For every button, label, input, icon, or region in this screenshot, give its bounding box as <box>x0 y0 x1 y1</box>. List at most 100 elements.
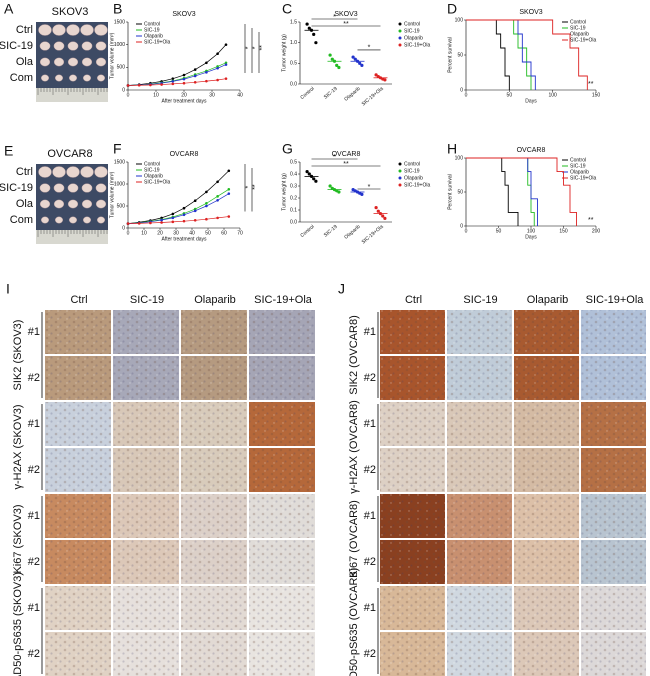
ihc-texture <box>45 494 111 538</box>
x-tick-label: Control <box>299 224 315 239</box>
ihc-texture <box>113 586 179 630</box>
panel-letter: F <box>113 141 122 157</box>
data-point <box>205 61 208 65</box>
tumor <box>67 199 79 209</box>
ihc-texture <box>113 632 179 676</box>
x-tick-label: 50 <box>205 230 211 236</box>
legend-swatch <box>398 43 402 47</box>
legend-swatch <box>398 183 402 187</box>
x-tick-label: 20 <box>181 92 187 98</box>
legend-label: SIC-19+Ola <box>570 175 596 181</box>
data-point <box>193 74 197 78</box>
x-axis-label: Days <box>525 234 537 240</box>
ihc-texture <box>581 586 646 630</box>
replicate-label: #1 <box>28 418 40 430</box>
marker-label: γ-H2AX (SKOV3) <box>12 405 24 490</box>
annotation: * <box>252 46 259 49</box>
tumor <box>81 57 93 67</box>
data-point <box>216 66 219 70</box>
ihc-texture <box>581 310 646 354</box>
ihc-texture <box>45 632 111 676</box>
x-tick-label: SIC-19 <box>323 86 339 101</box>
ihc-texture <box>181 586 247 630</box>
series-line <box>466 157 519 226</box>
ihc-texture <box>514 586 579 630</box>
y-tick-label: 1000 <box>114 42 125 48</box>
x-tick-label: 100 <box>548 92 557 98</box>
y-tick-label: 50 <box>457 52 463 58</box>
ihc-texture <box>447 540 512 584</box>
y-tick-label: 0.4 <box>290 171 297 177</box>
data-point <box>193 209 197 213</box>
chart-title: SKOV3 <box>519 9 542 16</box>
replicate-label: #1 <box>364 418 376 430</box>
panel-letter: C <box>282 1 292 17</box>
ihc-texture <box>447 448 512 492</box>
ihc-texture <box>447 356 512 400</box>
tumor <box>38 166 52 178</box>
annotation: ** <box>343 161 349 168</box>
legend-swatch <box>398 169 402 173</box>
y-tick-label: 500 <box>117 203 126 209</box>
x-tick-label: 100 <box>527 228 536 234</box>
tumor <box>81 199 93 209</box>
replicate-label: #1 <box>364 510 376 522</box>
legend-label: Control <box>570 19 586 25</box>
tumor <box>95 41 107 51</box>
x-tick-label: Olaparib <box>343 86 362 103</box>
column-header: Ctrl <box>70 294 87 306</box>
marker-label: RAD50-pS635 (SKOV3) <box>12 572 24 676</box>
tumor <box>95 199 107 209</box>
ihc-texture <box>447 632 512 676</box>
ihc-texture <box>380 402 445 446</box>
ihc-texture <box>113 448 179 492</box>
ihc-texture <box>181 632 247 676</box>
chart-title: OVCAR8 <box>332 151 361 158</box>
replicate-label: #1 <box>364 326 376 338</box>
tumor <box>95 183 107 193</box>
data-point <box>330 57 334 61</box>
legend-label: Control <box>144 161 160 167</box>
ihc-texture <box>249 356 315 400</box>
legend-swatch <box>398 162 402 166</box>
y-axis-label: Tumor volume (mm³) <box>109 32 115 79</box>
y-axis-label: Tumor weight (g) <box>281 173 287 211</box>
data-point <box>335 63 339 67</box>
data-point <box>224 43 228 46</box>
ihc-texture <box>514 402 579 446</box>
series-line <box>127 170 230 224</box>
legend-label: Control <box>404 161 420 167</box>
data-point <box>305 170 309 174</box>
data-point <box>205 204 208 208</box>
ihc-texture <box>181 540 247 584</box>
ihc-texture <box>514 356 579 400</box>
data-point <box>305 22 309 26</box>
marker-label: Ki67 (OVCAR8) <box>348 500 360 578</box>
legend-label: SIC-19 <box>404 28 420 34</box>
ihc-texture <box>249 494 315 538</box>
legend-label: Olaparib <box>570 169 589 175</box>
legend-label: Control <box>144 21 160 27</box>
x-tick-label: 40 <box>237 92 243 98</box>
data-point <box>205 202 208 205</box>
annotation: * <box>368 184 371 191</box>
data-point <box>193 80 197 84</box>
tumor <box>52 166 66 178</box>
ihc-texture <box>45 356 111 400</box>
y-tick-label: 0.0 <box>290 81 297 87</box>
legend-label: SIC-19+Ola <box>404 182 430 188</box>
tumor <box>38 24 52 36</box>
replicate-label: #1 <box>364 602 376 614</box>
ihc-texture <box>581 356 646 400</box>
ihc-texture <box>113 494 179 538</box>
column-header: SIC-19 <box>463 294 497 306</box>
panel-letter: I <box>6 281 10 297</box>
replicate-label: #2 <box>28 556 40 568</box>
data-point <box>358 61 362 65</box>
y-tick-label: 0.5 <box>290 61 297 67</box>
y-tick-label: 0 <box>460 87 463 93</box>
data-point <box>171 216 175 220</box>
tumor <box>53 57 65 67</box>
row-label: Com <box>10 214 33 226</box>
data-point <box>227 215 231 218</box>
